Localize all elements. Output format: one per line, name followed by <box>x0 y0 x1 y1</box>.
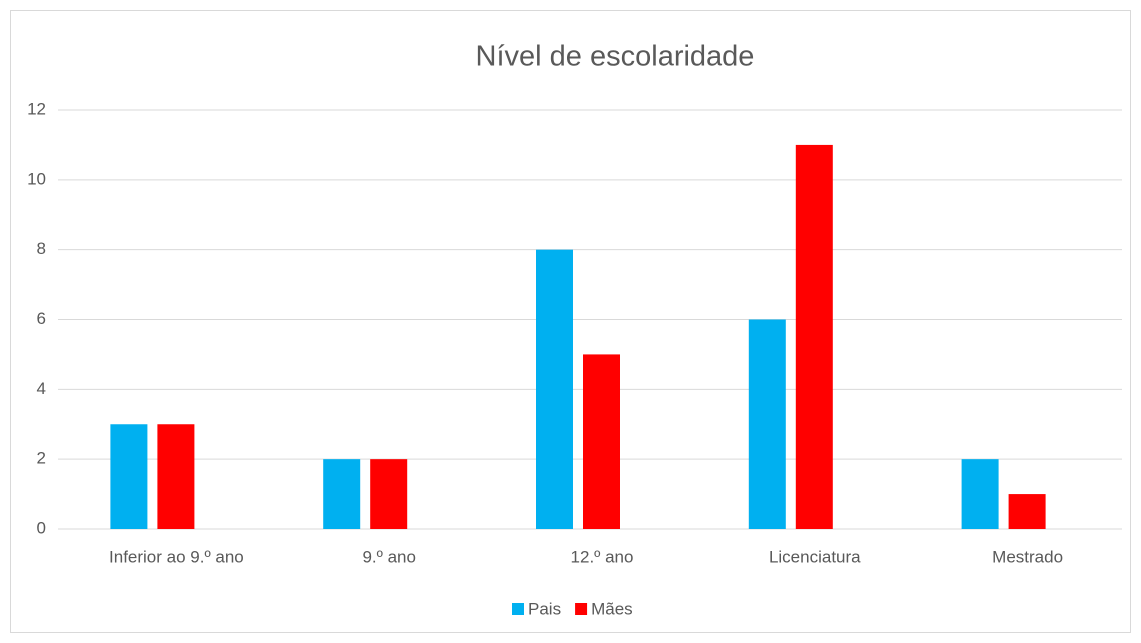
bar <box>583 354 620 529</box>
bar <box>157 424 195 529</box>
chart-title: Nível de escolaridade <box>476 41 755 73</box>
bar <box>961 459 999 529</box>
legend-swatch <box>575 603 588 615</box>
y-tick-label: 0 <box>37 518 46 537</box>
bar <box>370 459 408 529</box>
y-tick-label: 4 <box>37 379 46 398</box>
bar <box>1008 494 1046 529</box>
y-tick-label: 6 <box>37 309 46 328</box>
bar <box>323 459 361 529</box>
bar <box>748 319 786 529</box>
x-tick-label: Mestrado <box>992 547 1063 566</box>
bar <box>795 144 833 529</box>
legend-swatch <box>512 603 524 615</box>
x-tick-label: 9.º ano <box>362 547 415 566</box>
bar <box>110 424 148 529</box>
x-tick-label: 12.º ano <box>571 547 634 566</box>
bar <box>536 249 573 529</box>
y-tick-label: 2 <box>37 449 46 468</box>
y-tick-label: 10 <box>27 169 46 188</box>
x-tick-label: Inferior ao 9.º ano <box>109 547 244 566</box>
x-tick-label: Licenciatura <box>769 547 861 566</box>
y-tick-label: 8 <box>37 239 46 258</box>
y-tick-label: 12 <box>27 99 46 118</box>
legend-label: Pais <box>528 599 561 618</box>
legend-label: Mães <box>591 599 633 618</box>
